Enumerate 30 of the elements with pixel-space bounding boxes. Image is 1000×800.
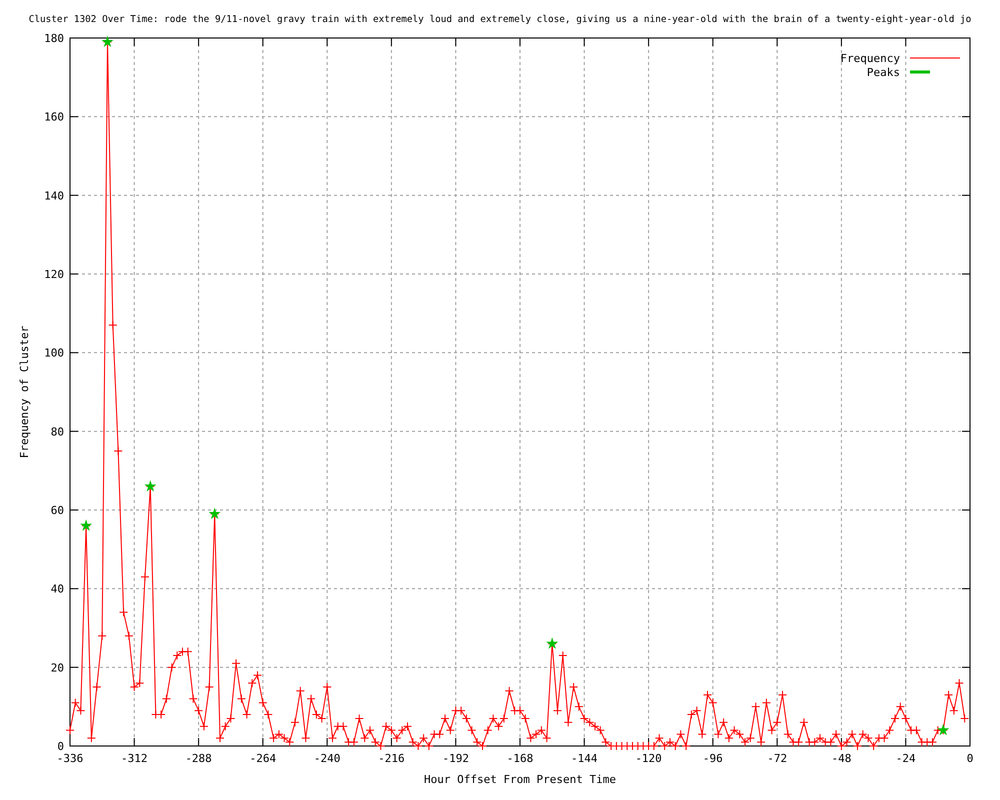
y-tick-label: 140 [44, 189, 64, 202]
chart-title: Cluster 1302 Over Time: rode the 9/11-novel gravy train with extremely loud and extremely close, giving us a nine-year-old with the brain of a twenty-eight-year-old jo [28, 14, 972, 25]
legend-label: Frequency [840, 52, 900, 65]
x-tick-label: -288 [185, 752, 212, 765]
y-tick-label: 60 [50, 504, 64, 517]
x-axis-title: Hour Offset From Present Time [424, 773, 616, 786]
x-tick-label: -120 [635, 752, 662, 765]
x-tick-label: 0 [966, 752, 974, 765]
x-tick-label: -24 [896, 752, 916, 765]
x-tick-label: -264 [250, 752, 276, 765]
y-tick-label: 160 [44, 110, 64, 124]
legend-label: Peaks [866, 66, 900, 79]
x-tick-label: -240 [314, 752, 340, 765]
y-axis-title: Frequency of Cluster [18, 325, 31, 458]
x-tick-label: -312 [121, 752, 148, 765]
y-tick-label: 100 [44, 346, 64, 360]
x-tick-label: -72 [767, 752, 788, 765]
y-tick-label: 80 [50, 425, 64, 438]
y-tick-label: 40 [50, 582, 64, 596]
y-tick-label: 180 [44, 32, 64, 45]
y-tick-label: 0 [57, 740, 64, 753]
x-tick-label: -336 [56, 752, 84, 765]
y-tick-label: 120 [44, 268, 64, 281]
x-tick-label: -144 [571, 752, 598, 765]
x-tick-label: -96 [702, 752, 723, 765]
x-tick-label: -216 [378, 752, 405, 765]
y-tick-label: 20 [50, 661, 64, 674]
x-tick-label: -192 [442, 752, 469, 765]
x-tick-label: -48 [831, 752, 852, 765]
x-tick-label: -168 [506, 752, 534, 765]
